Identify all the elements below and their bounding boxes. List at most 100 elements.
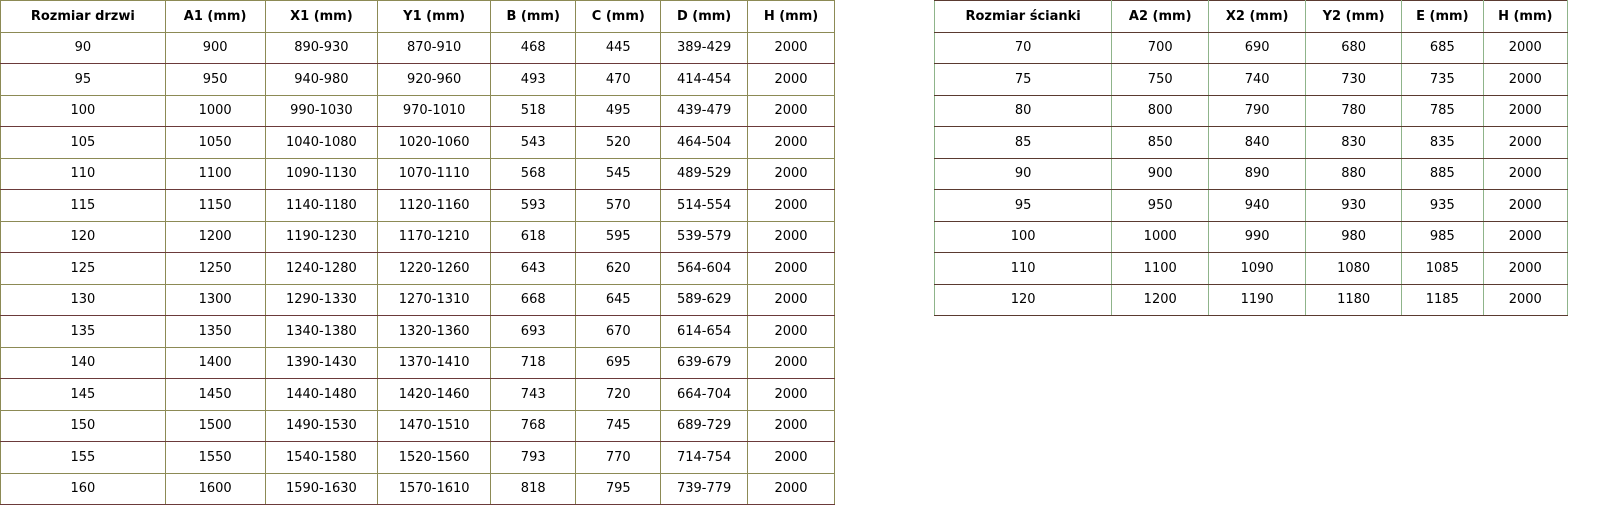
table-row: 105 1050 1040-1080 1020-1060 543 520 464-504 20…	[0, 126, 835, 159]
table-cell: 1085	[1401, 252, 1484, 285]
table-cell: 1270-1310	[377, 283, 492, 316]
table-cell: 935	[1401, 189, 1484, 222]
table-cell: 95	[0, 63, 166, 96]
table-cell: 90	[933, 157, 1113, 190]
table-cell: 750	[1111, 63, 1210, 96]
table-cell: 1080	[1305, 252, 1403, 285]
table-cell: 2000	[1482, 252, 1569, 285]
table-row: 100 1000 990 980 985 2000	[933, 220, 1569, 253]
table-cell: 2000	[747, 126, 835, 159]
table-cell: 1390-1430	[264, 346, 379, 379]
table-row: 85 850 840 830 835 2000	[933, 126, 1569, 159]
table-cell: 1140-1180	[264, 189, 379, 222]
table-cell: 470	[575, 63, 662, 96]
table-cell: 1250	[164, 252, 266, 285]
table-cell: 2000	[747, 220, 835, 253]
table-row: 140 1400 1390-1430 1370-1410 718 695 639-679 20…	[0, 346, 835, 379]
table-cell: 950	[164, 63, 266, 96]
column-header: A1 (mm)	[164, 0, 266, 33]
table-cell: 100	[0, 94, 166, 127]
table-cell: 740	[1208, 63, 1307, 96]
table-cell: 543	[490, 126, 577, 159]
table-cell: 1180	[1305, 283, 1403, 316]
table-cell: 150	[0, 409, 166, 442]
table-row: 110 1100 1090-1130 1070-1110 568 545 489-529 20…	[0, 157, 835, 190]
table-cell: 2000	[747, 283, 835, 316]
table-cell: 115	[0, 189, 166, 222]
table-row: 90 900 890-930 870-910 468 445 389-429 2000	[0, 31, 835, 64]
table-cell: 135	[0, 315, 166, 348]
table-cell: 718	[490, 346, 577, 379]
table-cell: 570	[575, 189, 662, 222]
table-cell: 795	[575, 472, 662, 505]
table-cell: 130	[0, 283, 166, 316]
table-cell: 950	[1111, 189, 1210, 222]
table-cell: 693	[490, 315, 577, 348]
table-cell: 1540-1580	[264, 441, 379, 474]
table-row: 100 1000 990-1030 970-1010 518 495 439-479 2000	[0, 94, 835, 127]
column-header: E (mm)	[1401, 0, 1484, 33]
table-cell: 745	[575, 409, 662, 442]
table-cell: 1440-1480	[264, 378, 379, 411]
column-header: H (mm)	[747, 0, 835, 33]
table-row: 115 1150 1140-1180 1120-1160 593 570 514-554 20…	[0, 189, 835, 222]
column-header: H (mm)	[1482, 0, 1569, 33]
table-cell: 643	[490, 252, 577, 285]
table-cell: 439-479	[660, 94, 749, 127]
column-header: X1 (mm)	[264, 0, 379, 33]
table-cell: 670	[575, 315, 662, 348]
table-cell: 85	[933, 126, 1113, 159]
table-cell: 514-554	[660, 189, 749, 222]
table-cell: 1400	[164, 346, 266, 379]
table-row: 160 1600 1590-1630 1570-1610 818 795 739-779 20…	[0, 472, 835, 505]
table-cell: 1470-1510	[377, 409, 492, 442]
table-cell: 520	[575, 126, 662, 159]
table-cell: 493	[490, 63, 577, 96]
column-header: Y2 (mm)	[1305, 0, 1403, 33]
table-cell: 830	[1305, 126, 1403, 159]
table-cell: 639-679	[660, 346, 749, 379]
table-cell: 1190-1230	[264, 220, 379, 253]
table-cell: 1500	[164, 409, 266, 442]
column-header: Rozmiar drzwi	[0, 0, 166, 33]
table-row: 90 900 890 880 885 2000	[933, 157, 1569, 190]
table-cell: 985	[1401, 220, 1484, 253]
table-cell: 564-604	[660, 252, 749, 285]
table-cell: 105	[0, 126, 166, 159]
table-cell: 110	[0, 157, 166, 190]
table-row: 80 800 790 780 785 2000	[933, 94, 1569, 127]
table-cell: 2000	[1482, 63, 1569, 96]
table-cell: 940	[1208, 189, 1307, 222]
table-cell: 2000	[1482, 189, 1569, 222]
table-cell: 145	[0, 378, 166, 411]
table-cell: 1200	[1111, 283, 1210, 316]
table-cell: 2000	[1482, 157, 1569, 190]
table-cell: 645	[575, 283, 662, 316]
table-cell: 75	[933, 63, 1113, 96]
table-cell: 70	[933, 31, 1113, 64]
table-cell: 445	[575, 31, 662, 64]
table-cell: 1590-1630	[264, 472, 379, 505]
table-cell: 2000	[747, 472, 835, 505]
table-cell: 1220-1260	[377, 252, 492, 285]
table-row: 120 1200 1190 1180 1185 2000	[933, 283, 1569, 316]
table-cell: 2000	[747, 94, 835, 127]
table-cell: 880	[1305, 157, 1403, 190]
table-cell: 1170-1210	[377, 220, 492, 253]
table-cell: 80	[933, 94, 1113, 127]
table-cell: 800	[1111, 94, 1210, 127]
table-cell: 2000	[747, 378, 835, 411]
table-cell: 980	[1305, 220, 1403, 253]
table-row: 95 950 940-980 920-960 493 470 414-454 2000	[0, 63, 835, 96]
table-cell: 495	[575, 94, 662, 127]
table-cell: 743	[490, 378, 577, 411]
table-cell: 389-429	[660, 31, 749, 64]
table-cell: 2000	[747, 409, 835, 442]
table-cell: 768	[490, 409, 577, 442]
table-cell: 1100	[164, 157, 266, 190]
table-cell: 990-1030	[264, 94, 379, 127]
column-header: Y1 (mm)	[377, 0, 492, 33]
table-cell: 2000	[747, 157, 835, 190]
table-cell: 2000	[1482, 220, 1569, 253]
table-row: 150 1500 1490-1530 1470-1510 768 745 689-729 20…	[0, 409, 835, 442]
